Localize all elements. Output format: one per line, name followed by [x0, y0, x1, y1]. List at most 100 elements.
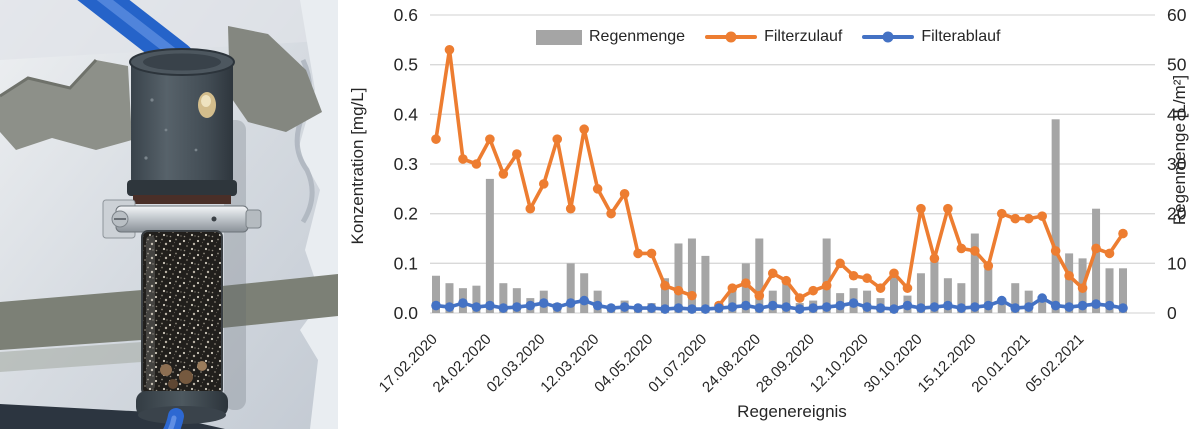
y-right-tick: 50: [1167, 55, 1187, 75]
y-right-tick: 0: [1167, 303, 1177, 323]
bar: [1051, 119, 1060, 313]
mortar-patch-top-right: [228, 26, 322, 132]
marker: [916, 303, 926, 313]
marker: [943, 203, 953, 214]
marker: [1104, 248, 1115, 259]
y-right-tick: 20: [1167, 204, 1187, 224]
bar: [674, 243, 683, 313]
y-right-tick: 30: [1167, 154, 1187, 174]
marker: [592, 184, 603, 194]
line-swatch-icon-orange: [705, 31, 758, 43]
marker: [431, 300, 441, 311]
bar: [445, 283, 454, 313]
bar: [930, 255, 939, 313]
marker: [619, 302, 630, 312]
marker: [862, 273, 872, 284]
marker: [1118, 228, 1128, 239]
marker: [821, 280, 832, 291]
marker: [525, 203, 536, 214]
bar: [1038, 298, 1047, 313]
marker: [1077, 300, 1088, 311]
legend-label-filterablauf: Filterablauf: [921, 28, 1001, 45]
mortar-band-light: [0, 342, 142, 372]
pebble: [168, 379, 178, 389]
marker: [889, 304, 899, 314]
marker: [458, 298, 468, 308]
legend-label-filterzulauf: Filterzulauf: [764, 28, 843, 45]
marker: [714, 303, 724, 313]
marker: [1050, 300, 1061, 311]
y-right-tick: 40: [1167, 104, 1187, 124]
bar: [890, 273, 898, 313]
marker: [1064, 270, 1074, 281]
bar: [512, 288, 521, 313]
mortar-patch-top-left: [0, 60, 132, 150]
bar: [701, 255, 710, 313]
marker: [660, 280, 670, 291]
bar: [782, 283, 791, 313]
marker: [727, 283, 738, 293]
blue-outlet-hose-highlight: [167, 415, 177, 429]
y-right-tick: 10: [1167, 253, 1187, 273]
marker: [996, 208, 1007, 219]
x-axis-title: Regenereignis: [737, 402, 847, 421]
marker: [754, 290, 765, 301]
marker: [444, 44, 455, 55]
marker: [727, 302, 738, 312]
marker: [538, 179, 549, 189]
legend-label-regenmenge: Regenmenge: [589, 28, 686, 45]
y-axis-title-right: Regenmenge [L/m²]: [1170, 74, 1189, 226]
y-left-tick: 0.1: [394, 253, 418, 273]
marker: [929, 302, 940, 312]
marker: [848, 298, 859, 308]
marker: [606, 208, 616, 219]
mortar-band-right: [222, 274, 338, 328]
marker: [902, 283, 913, 293]
marker: [835, 258, 845, 269]
clamp-nub-right: [245, 209, 262, 229]
marker: [485, 134, 495, 144]
bar: [432, 275, 440, 313]
pebble: [197, 361, 207, 371]
marker: [1118, 303, 1128, 313]
marker: [956, 303, 967, 313]
marker: [916, 203, 926, 214]
marker: [619, 189, 630, 199]
bar: [741, 263, 750, 313]
chart-container: 0.0 0 0.1 10 0.2 20 0.3 30 0.4 40 0.5 50 0.6 60 17.02.…: [338, 0, 1200, 429]
marker: [794, 304, 805, 314]
marker: [498, 169, 509, 179]
marker: [781, 275, 792, 286]
marker: [444, 302, 455, 312]
marker: [767, 300, 778, 311]
bar: [997, 298, 1006, 313]
marker: [889, 268, 899, 279]
y-left-tick: 0.0: [394, 303, 419, 323]
droplet: [194, 148, 198, 152]
marker: [794, 293, 805, 303]
marker: [552, 134, 563, 144]
marker: [592, 300, 603, 311]
marker: [808, 303, 818, 313]
bar: [1065, 253, 1074, 313]
marker: [1077, 283, 1088, 293]
marker: [754, 303, 765, 313]
gridlines-and-yticks: 0.0 0 0.1 10 0.2 20 0.3 30 0.4 40 0.5 50 0.6 60: [394, 5, 1187, 323]
marker: [579, 295, 589, 306]
bar: [499, 283, 508, 313]
bar: [566, 263, 575, 313]
clamp-ring: [115, 205, 249, 233]
line-filterzulauf: [431, 44, 1128, 311]
marker: [767, 268, 778, 279]
marker: [552, 302, 563, 312]
cap-lower-rim: [127, 180, 237, 196]
bar: [661, 278, 669, 313]
legend-item-filterzulauf: Filterzulauf: [705, 28, 842, 46]
marker: [835, 300, 845, 311]
mortar-patch-edge: [0, 58, 98, 98]
wax-blob-core: [201, 95, 211, 107]
y-left-tick: 0.4: [394, 104, 419, 124]
marker: [660, 304, 670, 314]
marker: [1091, 243, 1101, 254]
